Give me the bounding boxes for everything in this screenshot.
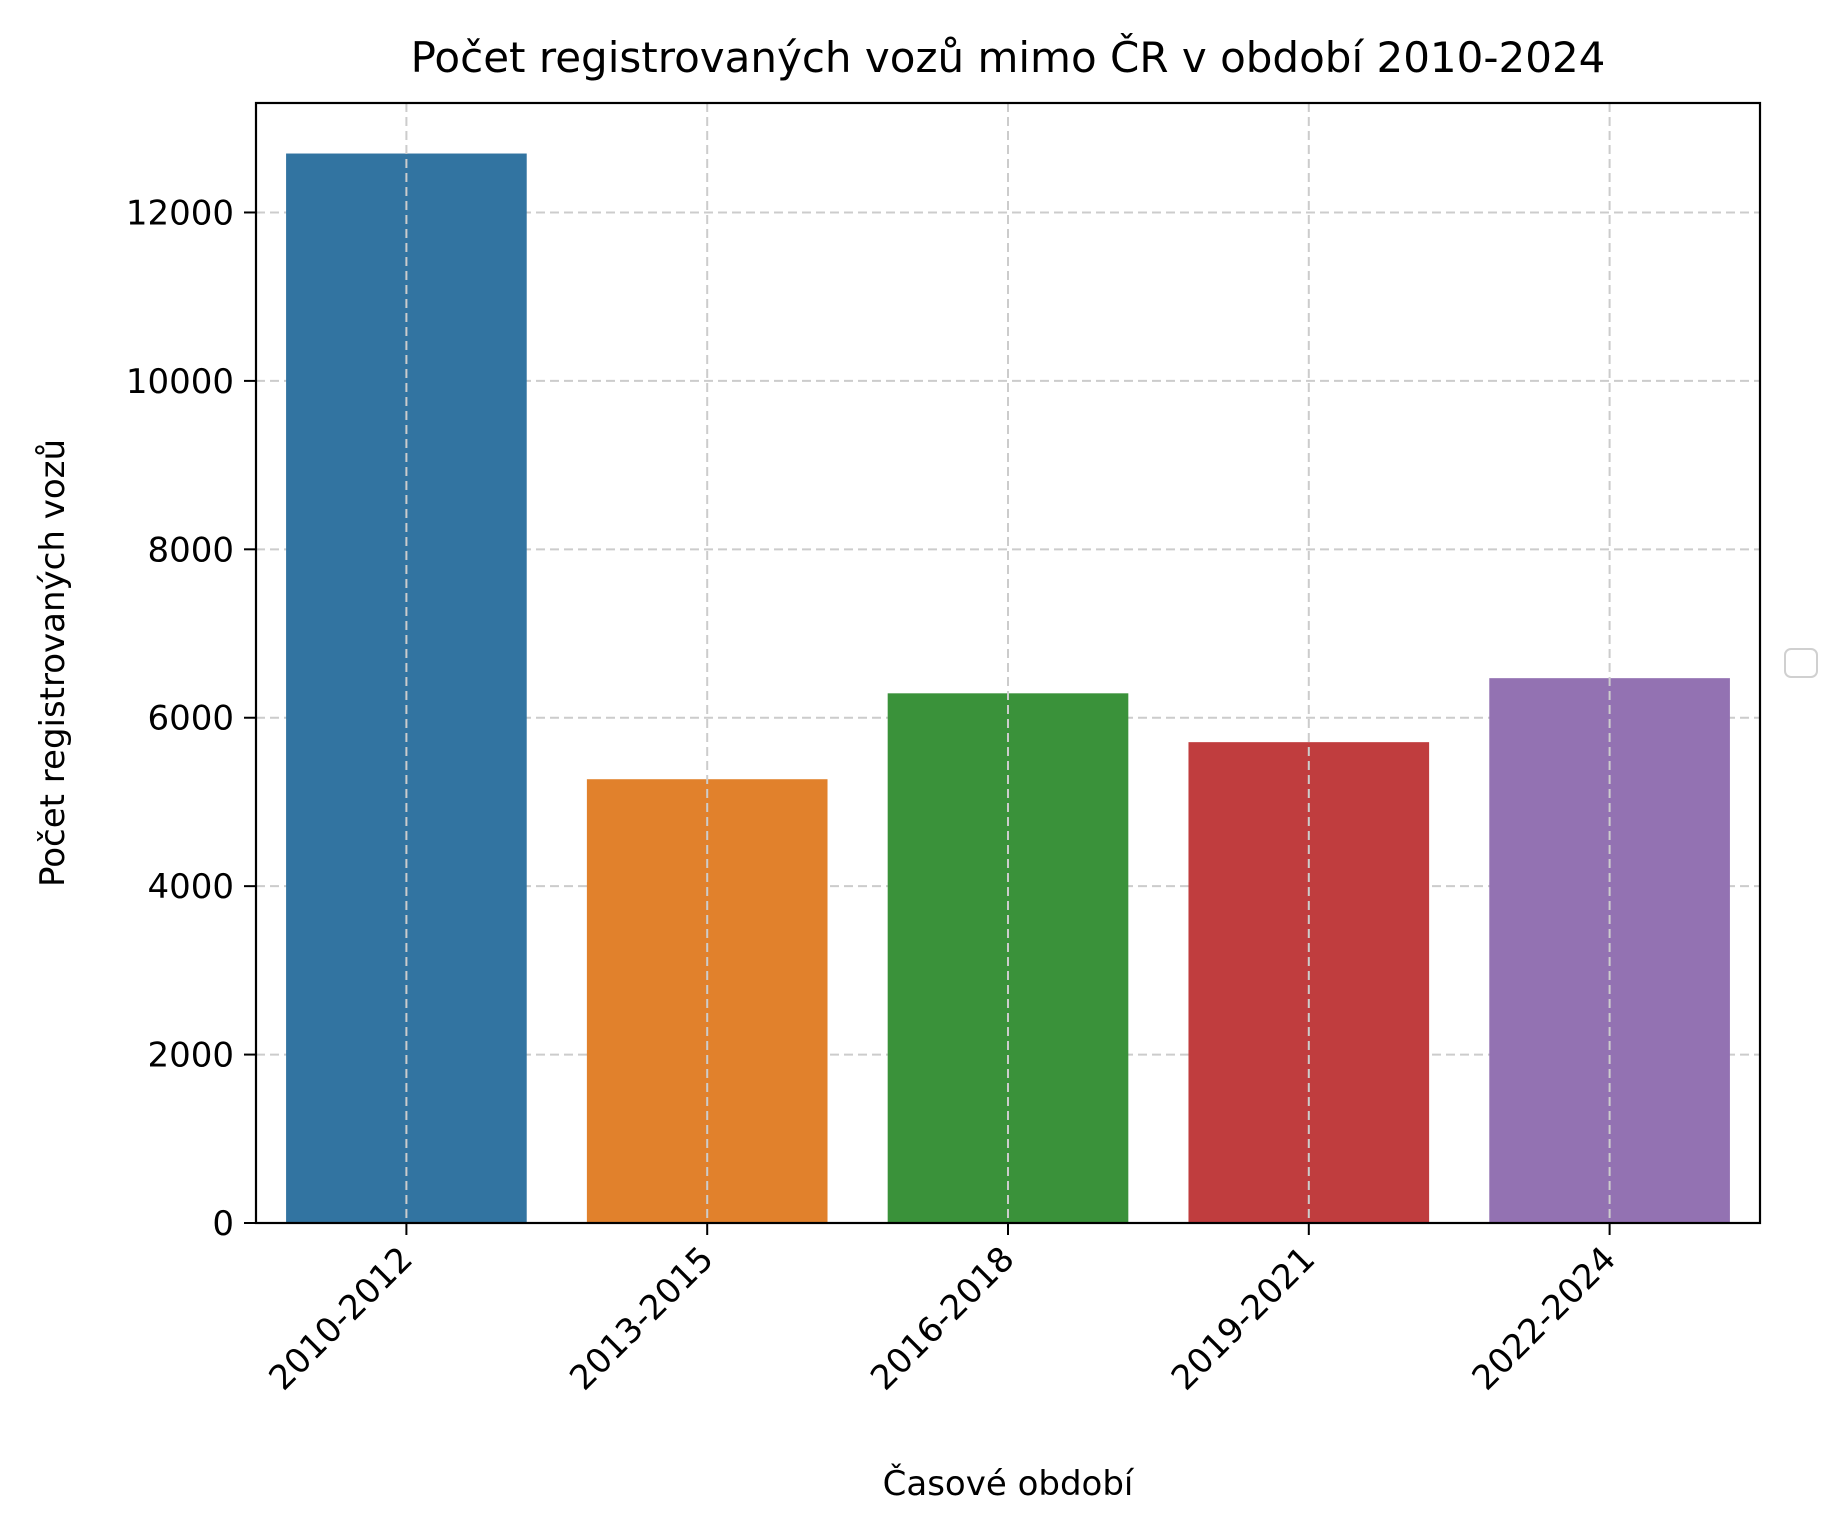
x-tick-label: 2016-2018	[863, 1239, 1022, 1398]
bar-2019-2021	[1188, 742, 1430, 1223]
y-tick-label: 8000	[147, 530, 234, 570]
y-tick-label: 4000	[147, 867, 234, 907]
y-tick-label: 0	[212, 1204, 234, 1244]
y-axis-label: Počet registrovaných vozů	[33, 439, 73, 887]
x-tick-label: 2019-2021	[1164, 1239, 1323, 1398]
x-tick-label: 2013-2015	[562, 1239, 721, 1398]
chart-title: Počet registrovaných vozů mimo ČR v obdo…	[411, 32, 1606, 82]
y-tick-label: 2000	[147, 1036, 234, 1076]
vertical-grid-layer	[405, 103, 1611, 1223]
x-tick-label: 2010-2012	[261, 1239, 420, 1398]
y-tick-label: 10000	[126, 362, 234, 402]
y-axis: 0 2000 4000 6000 8000 10000 12000	[126, 193, 256, 1244]
bars-layer	[286, 153, 1730, 1223]
x-axis-label: Časové období	[883, 1463, 1135, 1504]
x-axis: 2010-2012 2013-2015 2016-2018 2019-2021 2022…	[261, 1223, 1624, 1398]
legend-box[interactable]	[1784, 648, 1818, 678]
y-tick-label: 12000	[126, 193, 234, 233]
x-tick-label: 2022-2024	[1465, 1239, 1624, 1398]
y-tick-label: 6000	[147, 699, 234, 739]
